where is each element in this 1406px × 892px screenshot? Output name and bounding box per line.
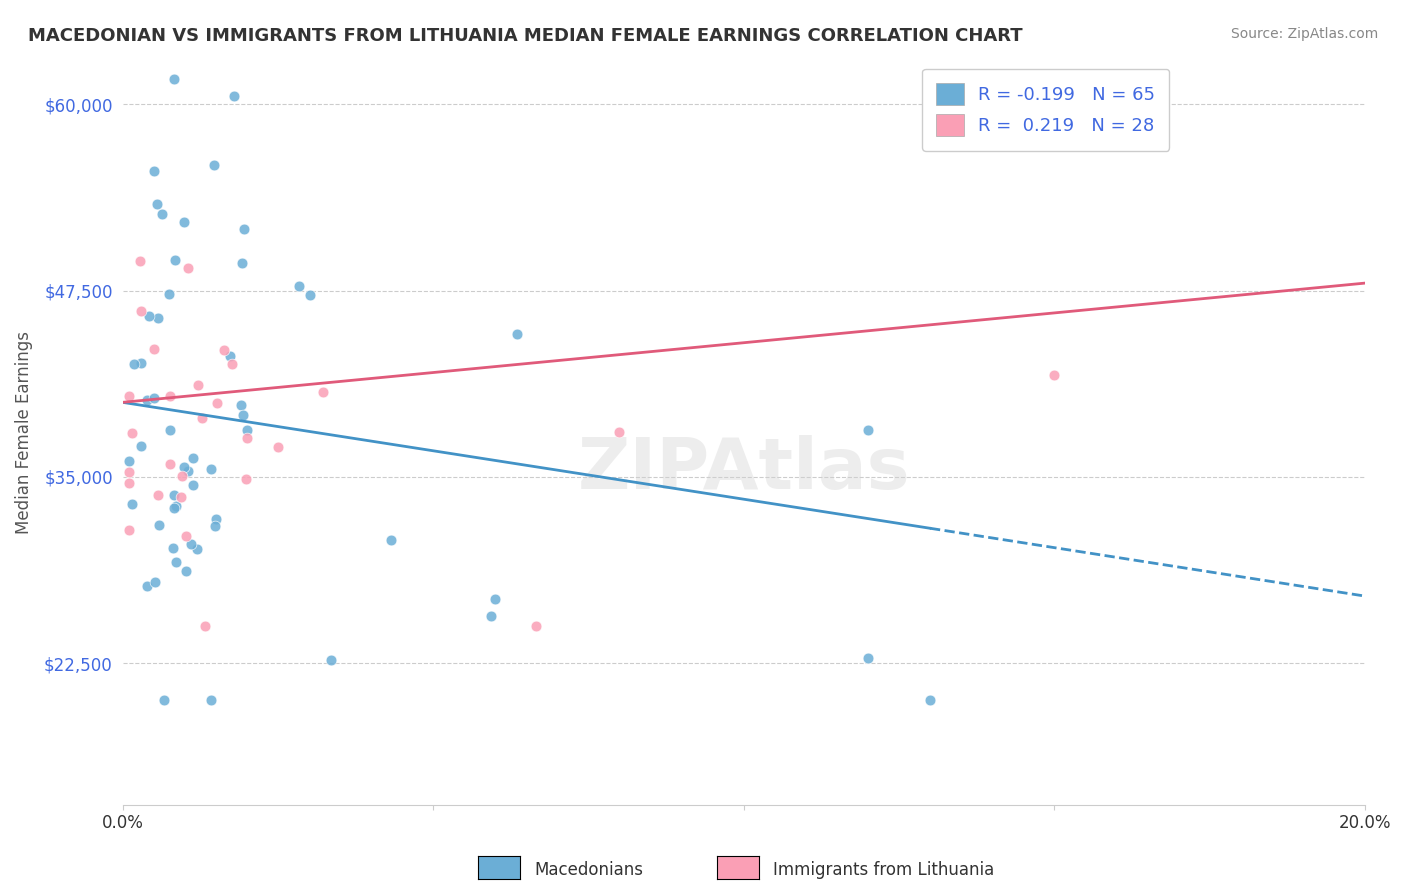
Point [856,651,879,665]
Point [146,197,169,211]
Text: ZIPAtlas: ZIPAtlas [578,435,910,504]
Text: Source: ZipAtlas.com: Source: ZipAtlas.com [1230,27,1378,41]
Point [129,356,152,370]
Point [146,488,169,502]
Point [118,389,141,403]
Point [128,253,150,268]
Point [173,459,195,474]
Point [200,462,222,476]
Point [163,500,186,515]
Point [118,523,141,537]
Point [202,157,225,171]
Point [172,469,194,483]
Point [918,693,941,707]
Point [143,575,166,590]
Point [148,517,170,532]
Point [231,256,253,270]
Legend: R = -0.199   N = 65, R =  0.219   N = 28: R = -0.199 N = 65, R = 0.219 N = 28 [922,69,1170,151]
Point [138,310,160,324]
Point [180,537,202,551]
Point [186,541,208,556]
Point [121,497,143,511]
Point [214,343,236,357]
Point [609,425,631,439]
Point [118,476,141,491]
Point [121,425,143,440]
Point [118,453,141,467]
Point [235,472,257,486]
Point [200,693,222,707]
Point [236,423,259,437]
Point [232,408,254,422]
Point [181,450,204,465]
Point [142,392,165,406]
Point [312,385,335,400]
Point [159,389,181,403]
Point [187,378,209,392]
Point [163,71,186,86]
Point [173,215,195,229]
Text: Immigrants from Lithuania: Immigrants from Lithuania [773,861,994,879]
Point [299,288,322,302]
Point [506,326,529,341]
Point [204,519,226,533]
Text: MACEDONIAN VS IMMIGRANTS FROM LITHUANIA MEDIAN FEMALE EARNINGS CORRELATION CHART: MACEDONIAN VS IMMIGRANTS FROM LITHUANIA … [28,27,1022,45]
Point [135,579,157,593]
Point [165,252,187,267]
Point [150,207,173,221]
Point [170,490,193,504]
Point [162,541,184,556]
Point [129,303,152,318]
Point [233,221,256,235]
Point [267,440,290,454]
Point [176,261,198,276]
Text: Macedonians: Macedonians [534,861,644,879]
Point [163,488,186,502]
Point [219,349,242,363]
Point [159,457,181,471]
Point [174,528,197,542]
Point [174,564,197,578]
Point [159,423,181,437]
Point [142,342,165,356]
Point [484,592,506,607]
Point [190,410,212,425]
Point [181,477,204,491]
Point [143,164,166,178]
Point [153,693,176,707]
Point [131,440,153,454]
Point [380,533,402,547]
Point [165,499,187,513]
Point [856,423,879,437]
Point [205,512,228,526]
Point [176,464,198,478]
Point [524,619,547,633]
Point [479,609,502,624]
Point [118,466,141,480]
Point [157,287,180,301]
Point [221,357,243,371]
Point [229,398,252,412]
Point [122,357,145,371]
Point [165,555,187,569]
Point [146,311,169,326]
Point [205,396,228,410]
Point [222,89,245,103]
Point [321,653,343,667]
Point [194,619,217,633]
Point [236,431,259,445]
Y-axis label: Median Female Earnings: Median Female Earnings [15,331,32,533]
Point [288,278,311,293]
Point [135,393,157,408]
Point [1043,368,1066,383]
